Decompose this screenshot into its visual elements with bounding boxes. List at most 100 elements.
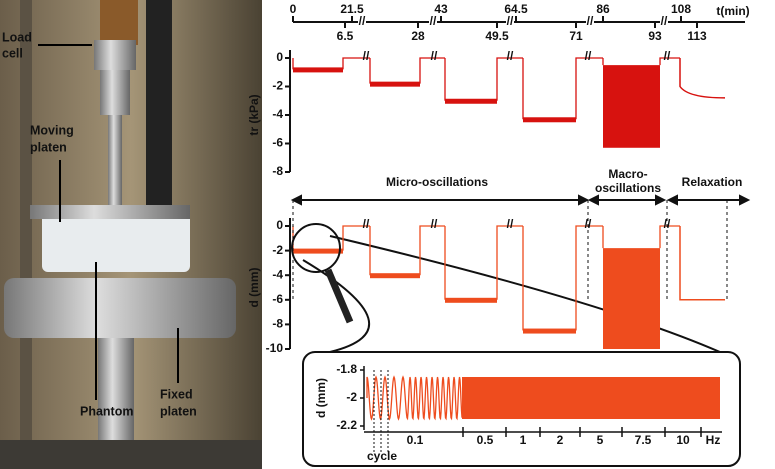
axis-break: // bbox=[664, 49, 671, 63]
y-tick-label: -6 bbox=[272, 292, 283, 306]
x-tick-label: 1 bbox=[520, 433, 527, 447]
y-tick-label: -2 bbox=[272, 243, 283, 257]
break-gap bbox=[358, 17, 366, 27]
phase-label: Relaxation bbox=[682, 175, 743, 189]
break-gap bbox=[586, 17, 594, 27]
step-level bbox=[445, 297, 497, 303]
axis-break: // bbox=[661, 14, 668, 28]
x-tick-label: 0.1 bbox=[407, 433, 424, 447]
axis-break: // bbox=[431, 217, 438, 231]
y-tick-label: -8 bbox=[272, 164, 283, 178]
step-level bbox=[445, 98, 497, 104]
inset-oscillation bbox=[366, 375, 463, 421]
y-tick-label: -2 bbox=[272, 79, 283, 93]
magnifier-handle bbox=[324, 268, 354, 324]
time-tick-label: 71 bbox=[569, 29, 583, 43]
axis-break: // bbox=[585, 49, 592, 63]
trace bbox=[444, 225, 523, 300]
y-tick-label: -4 bbox=[272, 267, 283, 281]
y-tick-label: -10 bbox=[266, 341, 284, 355]
time-tick-label: 93 bbox=[648, 29, 662, 43]
axis-break: // bbox=[587, 14, 594, 28]
photo-labels: Load cell Moving platen Phantom Fixed pl… bbox=[2, 30, 197, 418]
x-tick-label: 5 bbox=[597, 433, 604, 447]
magnifier bbox=[291, 223, 341, 273]
x-tick-label: 2 bbox=[557, 433, 564, 447]
axis-break: // bbox=[507, 14, 514, 28]
trace bbox=[602, 57, 680, 66]
y-tick-label: 0 bbox=[276, 218, 283, 232]
y-tick-label: -6 bbox=[272, 136, 283, 150]
trace bbox=[369, 225, 445, 276]
axis-break: // bbox=[363, 217, 370, 231]
macro-oscillation bbox=[603, 248, 660, 349]
step-level bbox=[523, 117, 576, 123]
x-tick-label: Hz bbox=[706, 433, 721, 447]
y-tick-label: 0 bbox=[276, 50, 283, 64]
axis-break: // bbox=[363, 49, 370, 63]
time-tick-label: 108 bbox=[671, 2, 691, 16]
phase-label: Macro- bbox=[608, 167, 647, 181]
photo-label: Phantom bbox=[80, 404, 133, 418]
inset-oscillation-block bbox=[462, 377, 720, 419]
phase-label: oscillations bbox=[595, 181, 661, 195]
y-tick-label: -2 bbox=[346, 390, 357, 404]
relaxation bbox=[679, 58, 726, 99]
macro-oscillation bbox=[603, 65, 660, 148]
phase-arrow bbox=[290, 194, 590, 206]
photo-label: Load bbox=[2, 30, 32, 44]
photo-label: Fixed bbox=[160, 387, 193, 401]
photo-label: cell bbox=[2, 46, 23, 60]
x-tick-label: 10 bbox=[676, 433, 690, 447]
time-tick-label: 113 bbox=[687, 29, 707, 43]
trace bbox=[369, 57, 445, 84]
step-level bbox=[370, 81, 420, 87]
step-level bbox=[293, 67, 343, 73]
step-level bbox=[293, 248, 343, 254]
x-tick-label: 0.5 bbox=[477, 433, 494, 447]
axis-break: // bbox=[430, 14, 437, 28]
photo-label: Moving bbox=[30, 123, 74, 137]
axis-break: // bbox=[507, 217, 514, 231]
step-level bbox=[370, 273, 420, 279]
time-unit: t(min) bbox=[716, 4, 749, 18]
time-tick-label: 21.5 bbox=[340, 2, 364, 16]
photo-label: platen bbox=[160, 404, 197, 418]
trace bbox=[522, 57, 603, 120]
time-tick-label: 0 bbox=[290, 2, 297, 16]
trace bbox=[522, 225, 603, 331]
step-level bbox=[523, 328, 576, 334]
break-gap bbox=[429, 17, 437, 27]
y-tick-label: -4 bbox=[272, 107, 283, 121]
photo-label: platen bbox=[30, 140, 67, 154]
time-tick-label: 43 bbox=[434, 2, 448, 16]
y-tick-label: -2.2 bbox=[336, 418, 357, 432]
axis-break: // bbox=[431, 49, 438, 63]
y-axis-label: d (mm) bbox=[247, 268, 261, 308]
trace bbox=[602, 225, 680, 249]
y-tick-label: -8 bbox=[272, 317, 283, 331]
trace bbox=[292, 57, 370, 70]
x-tick-label: 7.5 bbox=[635, 433, 652, 447]
cycle-label: cycle bbox=[367, 449, 397, 463]
phase-arrow bbox=[666, 194, 751, 206]
y-axis-label: tr (kPa) bbox=[247, 94, 261, 135]
time-tick-label: 49.5 bbox=[485, 29, 509, 43]
time-tick-label: 6.5 bbox=[337, 29, 354, 43]
trace bbox=[444, 57, 523, 101]
axis-break: // bbox=[359, 14, 366, 28]
phase-label: Micro-oscillations bbox=[386, 175, 488, 189]
phase-arrow bbox=[587, 194, 667, 206]
time-tick-label: 86 bbox=[596, 2, 610, 16]
time-tick-label: 64.5 bbox=[504, 2, 528, 16]
y-tick-label: -1.8 bbox=[336, 362, 357, 376]
y-axis-label: d (mm) bbox=[314, 378, 328, 418]
relaxation bbox=[679, 226, 725, 301]
photo bbox=[0, 0, 262, 469]
break-gap bbox=[660, 17, 668, 27]
axis-break: // bbox=[507, 49, 514, 63]
time-tick-label: 28 bbox=[411, 29, 425, 43]
break-gap bbox=[506, 17, 514, 27]
